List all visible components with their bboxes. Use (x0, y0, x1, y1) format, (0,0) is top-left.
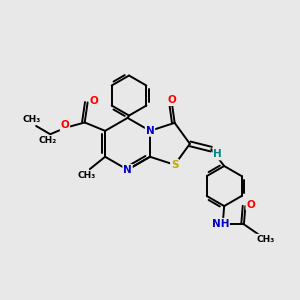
Text: O: O (90, 96, 98, 106)
Text: H: H (213, 149, 222, 160)
Text: O: O (61, 120, 69, 130)
Text: CH₃: CH₃ (256, 235, 274, 244)
Text: O: O (246, 200, 255, 210)
Text: CH₃: CH₃ (77, 171, 95, 180)
Text: CH₂: CH₂ (39, 136, 57, 145)
Text: O: O (168, 95, 177, 105)
Text: N: N (123, 165, 132, 175)
Text: CH₃: CH₃ (23, 115, 41, 124)
Text: N: N (146, 126, 154, 136)
Text: NH: NH (212, 219, 229, 229)
Text: S: S (171, 160, 178, 170)
